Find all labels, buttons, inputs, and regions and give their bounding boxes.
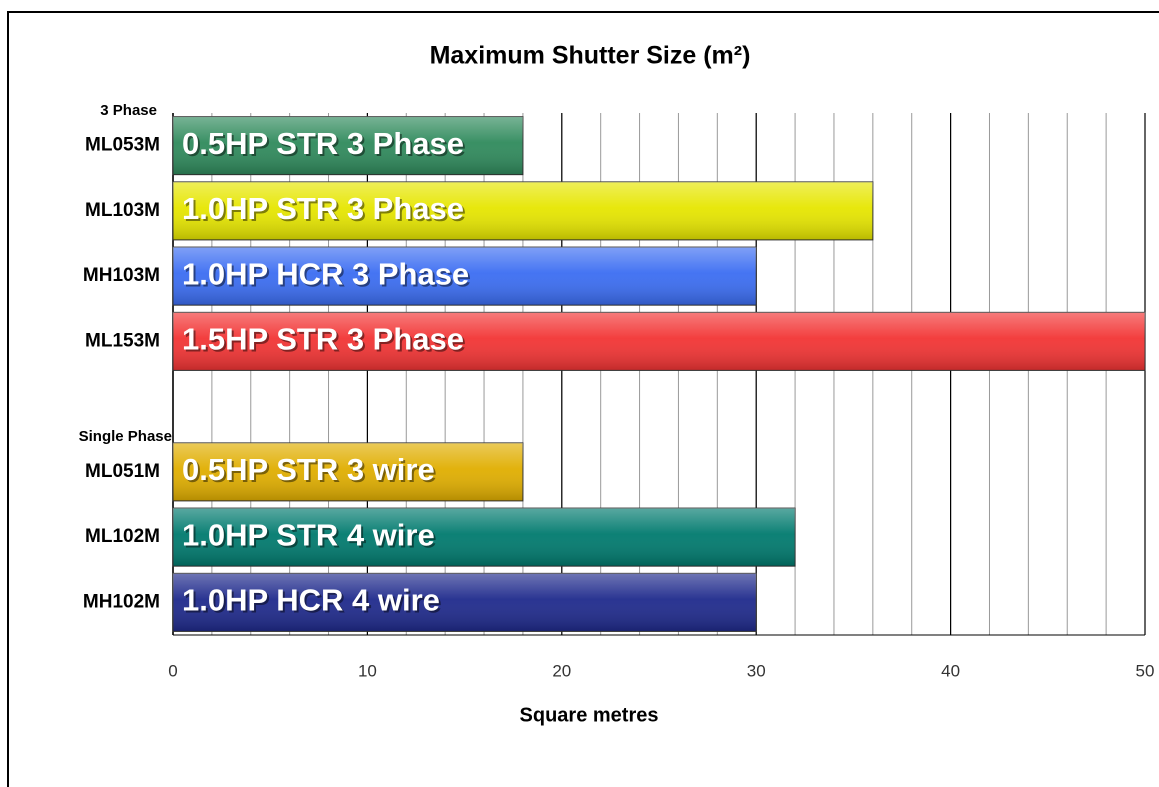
bar-label: 1.0HP HCR 3 Phase bbox=[182, 256, 469, 291]
category-label: ML102M bbox=[85, 526, 160, 547]
bar-label-shadow: 0.5HP STR 3 Phase bbox=[184, 128, 466, 163]
bar-label-shadow: 1.0HP HCR 3 Phase bbox=[184, 258, 471, 293]
x-tick-label: 40 bbox=[941, 661, 960, 680]
bar-label-shadow: 0.5HP STR 3 wire bbox=[184, 454, 437, 489]
bar-label: 1.0HP STR 3 Phase bbox=[182, 191, 464, 226]
bar-shading bbox=[173, 116, 523, 175]
bar-shading bbox=[173, 442, 523, 501]
bar-label: 1.5HP STR 3 Phase bbox=[182, 322, 464, 357]
category-label: ML153M bbox=[85, 330, 160, 351]
bar-label: 0.5HP STR 3 wire bbox=[182, 452, 435, 487]
category-label: MH102M bbox=[83, 591, 160, 612]
bar-label-shadow: 1.5HP STR 3 Phase bbox=[184, 324, 466, 359]
x-tick-label: 50 bbox=[1136, 661, 1155, 680]
category-label: ML103M bbox=[85, 200, 160, 221]
group-label: Single Phase bbox=[79, 428, 172, 445]
bar-label: 1.0HP STR 4 wire bbox=[182, 517, 435, 552]
x-tick-label: 10 bbox=[358, 661, 377, 680]
x-axis-label: Square metres bbox=[520, 704, 659, 726]
bar-label: 1.0HP HCR 4 wire bbox=[182, 583, 440, 618]
bar-shading bbox=[173, 312, 1145, 371]
group-label: 3 Phase bbox=[100, 102, 157, 119]
x-tick-label: 30 bbox=[747, 661, 766, 680]
bar-shading bbox=[173, 508, 796, 567]
category-label: ML051M bbox=[85, 461, 160, 482]
bar-shading bbox=[173, 573, 757, 632]
x-tick-label: 20 bbox=[552, 661, 571, 680]
bar-label-shadow: 1.0HP STR 4 wire bbox=[184, 519, 437, 554]
category-label: MH103M bbox=[83, 265, 160, 286]
bar-label-shadow: 1.0HP STR 3 Phase bbox=[184, 193, 466, 228]
bar-shading bbox=[173, 181, 873, 240]
bar-label: 0.5HP STR 3 Phase bbox=[182, 126, 464, 161]
bar-shading bbox=[173, 247, 757, 306]
chart-title: Maximum Shutter Size (m²) bbox=[430, 42, 751, 70]
bar-label-shadow: 1.0HP HCR 4 wire bbox=[184, 585, 442, 620]
x-tick-label: 0 bbox=[168, 661, 177, 680]
category-label: ML053M bbox=[85, 135, 160, 156]
